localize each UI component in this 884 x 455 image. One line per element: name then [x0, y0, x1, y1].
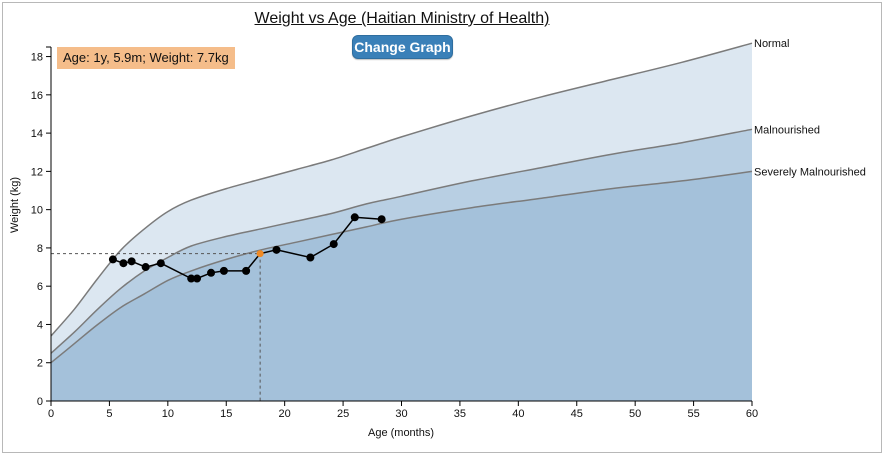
y-tick-label-7: 14 [31, 128, 43, 140]
data-point-0 [108, 255, 117, 264]
x-tick-label-4: 20 [279, 408, 291, 420]
band-label-2: Severely Malnourished [754, 166, 866, 178]
x-tick-label-9: 45 [571, 408, 583, 420]
series-line-0 [112, 216, 382, 280]
data-point-11 [272, 245, 281, 254]
y-tick-label-3: 6 [37, 281, 43, 293]
data-point-4 [156, 259, 165, 268]
x-tick-label-8: 40 [512, 408, 524, 420]
x-tick-label-12: 60 [746, 408, 758, 420]
x-tick-label-1: 5 [106, 408, 112, 420]
x-tick-label-11: 55 [687, 408, 699, 420]
y-tick-label-9: 18 [31, 52, 43, 64]
data-point-12 [306, 253, 315, 262]
data-point-8 [219, 266, 228, 275]
x-tick-label-3: 15 [220, 408, 232, 420]
x-tick-label-0: 0 [48, 408, 54, 420]
band-line-2 [50, 170, 753, 364]
x-tick-label-5: 25 [337, 408, 349, 420]
band-label-0: Normal [754, 38, 789, 50]
band-area-2 [51, 171, 752, 401]
data-point-3 [141, 263, 150, 272]
data-point-5 [187, 274, 196, 283]
point-tooltip: Age: 1y, 5.9m; Weight: 7.7kg [57, 47, 235, 69]
band-line-0 [50, 42, 753, 337]
x-tick-label-10: 50 [629, 408, 641, 420]
data-point-1 [119, 259, 128, 268]
y-axis-label: Weight (kg) [9, 177, 21, 233]
reference-lines: Normal Malnourished Severely Malnourished [50, 38, 866, 364]
reference-bands [51, 43, 752, 402]
crosshair-guides [51, 253, 261, 401]
x-axis-label: Age (months) [368, 427, 434, 439]
highlight-point [256, 250, 264, 258]
data-point-14 [350, 213, 359, 222]
data-point-2 [127, 257, 136, 266]
data-point-13 [329, 240, 338, 249]
measurement-series [108, 213, 386, 283]
change-graph-button[interactable]: Change Graph [352, 35, 453, 59]
band-line-1 [50, 128, 753, 354]
band-label-1: Malnourished [754, 124, 820, 136]
data-point-9 [242, 266, 251, 275]
data-point-6 [193, 274, 202, 283]
y-tick-label-0: 0 [37, 396, 43, 408]
chart-title: Weight vs Age (Haitian Ministry of Healt… [254, 10, 550, 27]
y-tick-label-2: 4 [37, 319, 43, 331]
y-tick-label-8: 16 [31, 90, 43, 102]
y-tick-label-1: 2 [37, 358, 43, 370]
x-tick-label-2: 10 [162, 408, 174, 420]
x-tick-label-6: 30 [395, 408, 407, 420]
y-tick-label-5: 10 [31, 205, 43, 217]
axes: 0 5 10 15 20 25 30 35 40 45 50 55 60 0 2 4 6 8 10 12 14 16 18 [31, 46, 758, 420]
data-point-7 [207, 268, 216, 277]
y-tick-label-6: 12 [31, 166, 43, 178]
x-tick-label-7: 35 [454, 408, 466, 420]
y-tick-label-4: 8 [37, 243, 43, 255]
data-point-15 [377, 215, 386, 224]
